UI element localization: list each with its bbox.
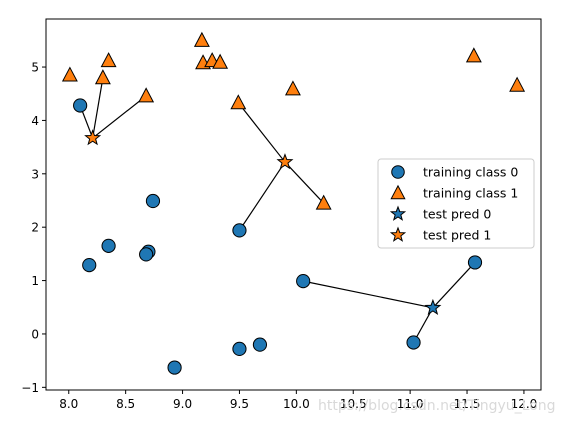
training-class-1-point <box>284 80 301 96</box>
training-class-0-point <box>145 193 161 209</box>
legend-box <box>377 158 535 249</box>
training-class-0-point <box>296 274 311 289</box>
training-class-0-point <box>167 360 182 375</box>
x-tick-label: 12.0 <box>511 397 538 411</box>
legend-marker <box>389 226 407 242</box>
legend-label: training class 1 <box>423 186 518 201</box>
legend-label: training class 0 <box>423 165 518 180</box>
neighbor-line <box>92 95 147 139</box>
y-tick-label: 4 <box>31 114 39 128</box>
x-tick-label: 10.5 <box>340 397 367 411</box>
axis-ticks: 8.0 8.5 9.0 9.5 10.0 10.5 11.0 11.5 12.0 −1 0 1 2 3 4 5 <box>21 61 537 411</box>
training-class-1-point <box>315 194 332 210</box>
training-class-0-point <box>82 257 97 273</box>
training-class-1-point <box>138 87 155 103</box>
y-tick-label: 2 <box>31 221 39 235</box>
legend-marker <box>390 184 406 200</box>
training-class-1-point <box>61 66 78 82</box>
x-tick-label: 11.5 <box>454 397 481 411</box>
training-class-0-point <box>139 247 154 262</box>
training-class-0-point <box>252 337 268 352</box>
neighbor-line <box>92 77 104 139</box>
legend: training class 0 training class 1 test pre… <box>377 158 535 249</box>
plot-area-frame <box>45 18 542 391</box>
neighbor-line <box>238 161 286 231</box>
training-class-1-point <box>193 31 210 47</box>
training-class-0-point <box>232 223 247 238</box>
neighbor-line <box>237 102 286 163</box>
x-tick-label: 11.0 <box>397 397 424 411</box>
neighbor-line <box>303 280 434 309</box>
training-class-0-point <box>406 335 421 350</box>
y-tick-label: 1 <box>31 274 39 288</box>
training-class-1-point <box>100 52 117 68</box>
training-class-1-point <box>230 94 247 110</box>
test-pred-1-point <box>84 129 102 146</box>
data-points <box>61 31 526 375</box>
training-class-1-point <box>465 47 482 63</box>
training-class-0-point <box>467 255 483 270</box>
legend-label: test pred 1 <box>423 228 491 243</box>
neighbor-line <box>284 161 325 204</box>
y-tick-label: 3 <box>31 167 39 181</box>
x-tick-label: 8.0 <box>59 397 78 411</box>
x-tick-label: 9.0 <box>173 397 192 411</box>
training-class-1-point <box>94 69 111 85</box>
legend-marker <box>389 205 407 221</box>
test-pred-1-point <box>276 153 294 170</box>
watermark-text: https://blog.csdn.net/Tingyu_Long <box>318 398 556 414</box>
training-class-1-point <box>509 76 526 92</box>
legend-marker <box>391 165 405 179</box>
training-class-0-point <box>101 238 116 253</box>
y-tick-label: 0 <box>31 327 39 341</box>
y-tick-label: −1 <box>21 381 39 395</box>
neighbor-line <box>432 262 476 309</box>
test-pred-0-point <box>424 298 442 316</box>
x-tick-label: 9.5 <box>230 397 249 411</box>
x-tick-label: 10.0 <box>283 397 310 411</box>
training-class-1-point <box>212 53 229 69</box>
training-class-0-point <box>232 341 247 356</box>
y-tick-label: 5 <box>31 61 39 75</box>
training-class-0-point <box>73 98 88 113</box>
x-tick-label: 8.5 <box>116 397 135 411</box>
legend-label: test pred 0 <box>423 207 491 222</box>
